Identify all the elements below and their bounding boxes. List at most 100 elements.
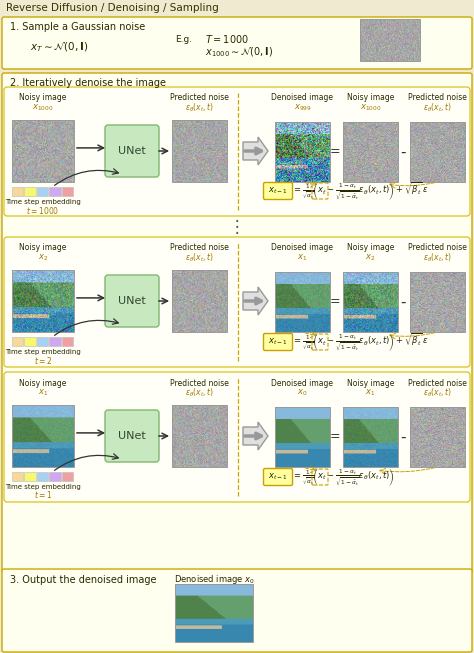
Text: $T = 1000$: $T = 1000$ xyxy=(205,33,249,45)
Text: $t = 1$: $t = 1$ xyxy=(34,490,52,500)
Bar xyxy=(275,122,330,182)
Bar xyxy=(24,337,36,346)
Text: $x_{1}$: $x_{1}$ xyxy=(297,253,308,263)
Text: -: - xyxy=(400,144,406,159)
Text: Noisy image: Noisy image xyxy=(19,244,67,253)
Bar xyxy=(62,337,73,346)
Text: $x_{t-1}$: $x_{t-1}$ xyxy=(268,337,288,347)
Bar xyxy=(172,405,227,467)
Text: Predicted noise: Predicted noise xyxy=(170,244,229,253)
Text: Denoised image: Denoised image xyxy=(272,244,334,253)
Bar xyxy=(175,584,253,642)
Text: Denoised image $x_0$: Denoised image $x_0$ xyxy=(173,573,255,586)
Text: UNet: UNet xyxy=(118,146,146,156)
FancyBboxPatch shape xyxy=(264,468,292,485)
Bar xyxy=(12,472,23,481)
Bar xyxy=(37,337,48,346)
Text: $x_{999}$: $x_{999}$ xyxy=(293,103,311,113)
FancyBboxPatch shape xyxy=(264,182,292,200)
Text: $\varepsilon_\theta(x_t, t)$: $\varepsilon_\theta(x_t, t)$ xyxy=(185,102,214,114)
Text: Noisy image: Noisy image xyxy=(347,93,394,103)
Bar xyxy=(410,122,465,182)
Text: -: - xyxy=(400,430,406,445)
Text: $x_{1}$: $x_{1}$ xyxy=(365,388,376,398)
Text: Noisy image: Noisy image xyxy=(19,93,67,103)
FancyBboxPatch shape xyxy=(2,569,472,652)
Text: -: - xyxy=(400,295,406,310)
Text: Predicted noise: Predicted noise xyxy=(170,93,229,103)
Bar xyxy=(343,272,398,332)
Bar xyxy=(24,187,36,196)
Bar xyxy=(12,187,23,196)
Bar xyxy=(49,472,61,481)
Bar xyxy=(37,472,48,481)
Text: $x_{t-1}$: $x_{t-1}$ xyxy=(268,471,288,483)
Text: Predicted noise: Predicted noise xyxy=(408,379,467,387)
Polygon shape xyxy=(243,287,268,315)
Text: =: = xyxy=(330,430,340,443)
Text: Time step embedding: Time step embedding xyxy=(5,484,81,490)
Text: $x_T \sim \mathcal{N}(0, \mathbf{I})$: $x_T \sim \mathcal{N}(0, \mathbf{I})$ xyxy=(30,40,89,54)
Bar xyxy=(275,272,330,332)
Text: $t = 2$: $t = 2$ xyxy=(34,355,52,366)
Text: UNet: UNet xyxy=(118,296,146,306)
Text: Time step embedding: Time step embedding xyxy=(5,199,81,205)
Text: Noisy image: Noisy image xyxy=(19,379,67,387)
Bar xyxy=(62,472,73,481)
FancyBboxPatch shape xyxy=(4,87,470,216)
Bar xyxy=(360,19,420,61)
Text: $x_{t-1}$: $x_{t-1}$ xyxy=(268,185,288,197)
Text: 1. Sample a Gaussian noise: 1. Sample a Gaussian noise xyxy=(10,22,145,32)
Text: $x_{2}$: $x_{2}$ xyxy=(365,253,376,263)
Text: $\varepsilon_\theta(x_t, t)$: $\varepsilon_\theta(x_t, t)$ xyxy=(185,252,214,264)
Polygon shape xyxy=(243,137,268,165)
Text: $x_{1}$: $x_{1}$ xyxy=(38,388,48,398)
Text: $x_{0}$: $x_{0}$ xyxy=(297,388,308,398)
Text: $\varepsilon_\theta(x_t, t)$: $\varepsilon_\theta(x_t, t)$ xyxy=(185,387,214,399)
Text: Predicted noise: Predicted noise xyxy=(170,379,229,387)
Text: Predicted noise: Predicted noise xyxy=(408,93,467,103)
Text: $= \frac{1}{\sqrt{\alpha_t}}\!\left(x_t - \frac{1-\alpha_t}{\sqrt{1-\bar{\alpha}: $= \frac{1}{\sqrt{\alpha_t}}\!\left(x_t … xyxy=(292,331,428,353)
FancyBboxPatch shape xyxy=(105,410,159,462)
Bar xyxy=(24,472,36,481)
Text: UNet: UNet xyxy=(118,431,146,441)
Text: ⋮: ⋮ xyxy=(228,217,246,236)
Text: $\varepsilon_\theta(x_t, t)$: $\varepsilon_\theta(x_t, t)$ xyxy=(423,252,452,264)
Text: $x_{1000} \sim \mathcal{N}(0, \mathbf{I})$: $x_{1000} \sim \mathcal{N}(0, \mathbf{I}… xyxy=(205,45,273,59)
Text: =: = xyxy=(330,146,340,159)
Text: $x_{2}$: $x_{2}$ xyxy=(38,253,48,263)
Bar xyxy=(172,270,227,332)
Text: Time step embedding: Time step embedding xyxy=(5,349,81,355)
Bar xyxy=(12,120,74,182)
Text: $x_{1000}$: $x_{1000}$ xyxy=(360,103,382,113)
Bar xyxy=(410,272,465,332)
FancyBboxPatch shape xyxy=(105,275,159,327)
Text: $\varepsilon_\theta(x_t, t)$: $\varepsilon_\theta(x_t, t)$ xyxy=(423,387,452,399)
Bar xyxy=(49,337,61,346)
FancyBboxPatch shape xyxy=(4,372,470,502)
FancyBboxPatch shape xyxy=(264,334,292,351)
Text: $= \frac{1}{\sqrt{\alpha_t}}\!\left(x_t - \frac{1-\alpha_t}{\sqrt{1-\bar{\alpha}: $= \frac{1}{\sqrt{\alpha_t}}\!\left(x_t … xyxy=(292,466,395,488)
Text: 2. Iteratively denoise the image: 2. Iteratively denoise the image xyxy=(10,78,166,88)
FancyBboxPatch shape xyxy=(105,125,159,177)
Text: $= \frac{1}{\sqrt{\alpha_t}}\!\left(x_t - \frac{1-\alpha_t}{\sqrt{1-\bar{\alpha}: $= \frac{1}{\sqrt{\alpha_t}}\!\left(x_t … xyxy=(292,180,428,202)
Bar xyxy=(12,270,74,332)
Text: Denoised image: Denoised image xyxy=(272,379,334,387)
Bar xyxy=(410,407,465,467)
Text: 3. Output the denoised image: 3. Output the denoised image xyxy=(10,575,156,585)
FancyBboxPatch shape xyxy=(2,17,472,69)
Text: $t = 1000$: $t = 1000$ xyxy=(27,204,60,215)
Bar xyxy=(12,337,23,346)
Bar xyxy=(275,407,330,467)
FancyBboxPatch shape xyxy=(4,237,470,367)
Text: =: = xyxy=(330,296,340,308)
Bar xyxy=(62,187,73,196)
Text: Predicted noise: Predicted noise xyxy=(408,244,467,253)
Bar xyxy=(12,405,74,467)
FancyBboxPatch shape xyxy=(2,73,472,573)
Bar xyxy=(343,407,398,467)
Bar xyxy=(343,122,398,182)
Text: $x_{1000}$: $x_{1000}$ xyxy=(32,103,54,113)
Text: Denoised image: Denoised image xyxy=(272,93,334,103)
Text: E.g.: E.g. xyxy=(175,35,192,44)
